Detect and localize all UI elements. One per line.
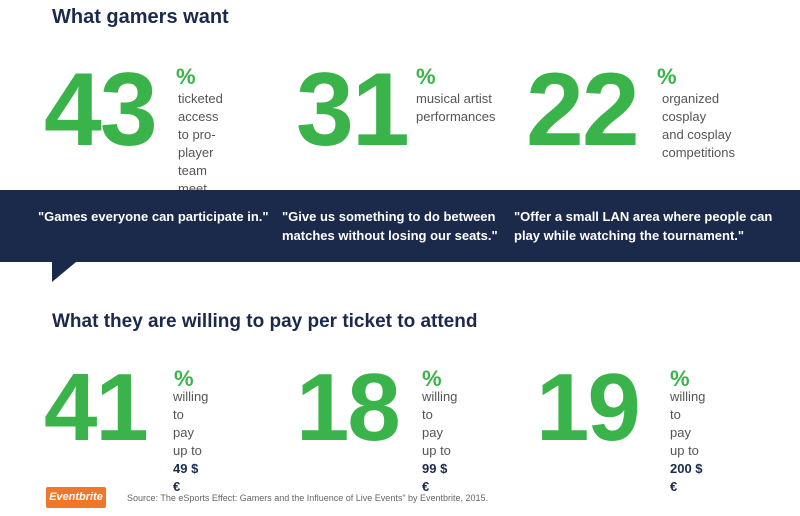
section-title-what-gamers-want: What gamers want — [52, 6, 229, 28]
stat-description: organized cosplay and cosplay competitio… — [662, 90, 735, 162]
stat-description-line: musical artist — [416, 91, 492, 106]
stat-description: musical artist performances — [416, 90, 495, 126]
stat-description-line: organized cosplay — [662, 91, 720, 124]
percent-sign: % — [657, 64, 677, 89]
source-citation: Source: The eSports Effect: Gamers and t… — [127, 493, 489, 503]
stat-description-line: willing to — [422, 389, 458, 422]
stat-value: 19 — [536, 354, 641, 461]
quote-between-matches: "Give us something to do between matches… — [282, 209, 498, 243]
percent-sign: % — [416, 64, 436, 89]
stat-description-line: willing to — [670, 389, 706, 422]
stat-description-line: willing to — [173, 389, 209, 422]
stat-description-line: performances — [416, 109, 496, 124]
percent-sign: % — [174, 366, 194, 391]
speech-bubble-tail — [52, 262, 76, 282]
percent-sign: % — [176, 64, 196, 89]
price-value: 49 $ € — [173, 461, 199, 494]
quote-participation: "Games everyone can participate in." — [38, 209, 269, 224]
percent-sign: % — [670, 366, 690, 391]
eventbrite-logo: Eventbrite — [46, 487, 106, 508]
stat-description-line: competitions — [662, 145, 735, 160]
price-value: 99 $ € — [422, 461, 448, 494]
stat-value: 41 — [44, 354, 149, 461]
stat-description: willing to pay up to 200 $ € — [670, 388, 705, 496]
section-title-willing-to-pay: What they are willing to pay per ticket … — [52, 311, 478, 332]
stat-description-line: ticketed access — [178, 91, 223, 124]
percent-sign: % — [422, 366, 442, 391]
quote-banner: "Games everyone can participate in." "Gi… — [0, 190, 800, 262]
stat-description-line: pay up to — [173, 425, 202, 458]
stat-description-line: pay up to — [422, 425, 451, 458]
stat-value: 22 — [526, 52, 640, 168]
stat-value: 31 — [296, 52, 410, 168]
stat-description-line: pay up to — [670, 425, 699, 458]
stat-description: willing to pay up to 99 $ € — [422, 388, 457, 496]
price-value: 200 $ € — [670, 461, 703, 494]
stat-value: 18 — [296, 354, 401, 461]
stat-description-line: and cosplay — [662, 127, 732, 142]
stat-value: 43 — [44, 52, 158, 168]
quote-lan-area: "Offer a small LAN area where people can… — [514, 209, 773, 243]
stat-description-line: to pro-player team — [178, 127, 216, 178]
stat-description: willing to pay up to 49 $ € — [173, 388, 208, 496]
